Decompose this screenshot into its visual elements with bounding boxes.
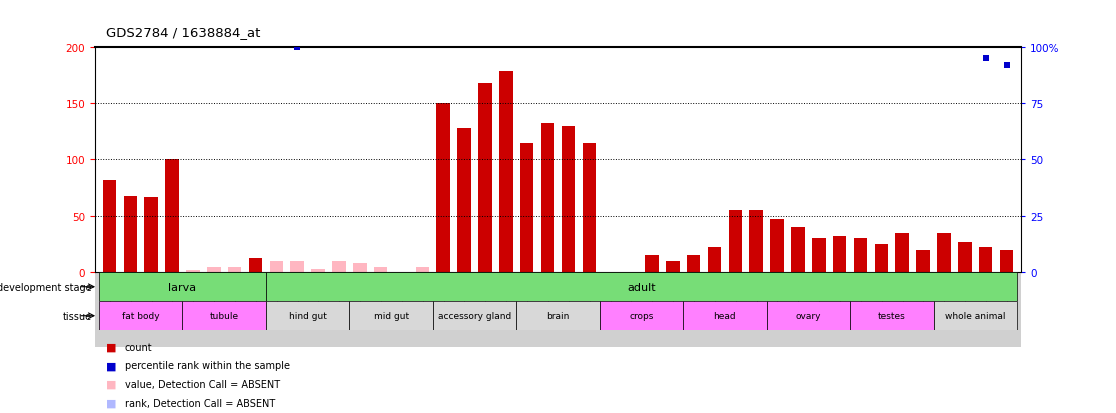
Text: percentile rank within the sample: percentile rank within the sample — [125, 361, 290, 370]
Bar — [750, 211, 763, 273]
Bar — [266, 273, 1017, 301]
Bar — [311, 269, 325, 273]
Bar — [1000, 250, 1013, 273]
Bar — [228, 267, 241, 273]
Bar — [186, 271, 200, 273]
Text: tubule: tubule — [210, 311, 239, 320]
Text: fat body: fat body — [122, 311, 160, 320]
Point — [330, 33, 348, 40]
Text: adult: adult — [627, 282, 656, 292]
Bar — [937, 233, 951, 273]
Bar — [686, 256, 701, 273]
Bar — [645, 256, 658, 273]
Bar — [124, 196, 137, 273]
Bar — [266, 301, 349, 330]
Point — [935, 33, 953, 40]
Text: development stage: development stage — [0, 282, 92, 292]
Bar — [349, 301, 433, 330]
Bar — [517, 301, 599, 330]
Text: ■: ■ — [106, 361, 116, 370]
Bar — [708, 248, 721, 273]
Bar — [770, 220, 783, 273]
Text: whole animal: whole animal — [945, 311, 1006, 320]
Bar — [415, 267, 430, 273]
Text: tissue: tissue — [62, 311, 92, 321]
Bar — [478, 83, 492, 273]
Bar — [353, 263, 366, 273]
Bar — [850, 301, 933, 330]
Text: ■: ■ — [106, 379, 116, 389]
Bar — [249, 258, 262, 273]
Text: head: head — [713, 311, 737, 320]
Bar — [144, 197, 158, 273]
Bar — [791, 228, 805, 273]
Bar — [812, 239, 826, 273]
Bar — [183, 301, 266, 330]
Point — [893, 0, 911, 6]
Text: rank, Detection Call = ABSENT: rank, Detection Call = ABSENT — [125, 398, 276, 408]
Bar — [165, 160, 179, 273]
Point — [873, 0, 891, 1]
Point — [998, 62, 1016, 69]
Point — [602, 17, 619, 24]
Bar — [979, 248, 992, 273]
Text: accessory gland: accessory gland — [437, 311, 511, 320]
Bar — [854, 239, 867, 273]
Point — [622, 10, 639, 17]
Point — [643, 15, 661, 21]
Bar — [875, 244, 888, 273]
Point — [288, 44, 306, 51]
Bar — [433, 301, 517, 330]
Bar — [916, 250, 930, 273]
Text: ovary: ovary — [796, 311, 821, 320]
Bar — [270, 261, 283, 273]
Text: crops: crops — [629, 311, 654, 320]
Text: hind gut: hind gut — [289, 311, 327, 320]
Bar — [767, 301, 850, 330]
Text: ■: ■ — [106, 342, 116, 352]
Point — [914, 40, 932, 46]
Point — [956, 0, 974, 6]
Bar — [458, 128, 471, 273]
Bar — [374, 267, 387, 273]
Point — [976, 55, 994, 62]
Bar — [933, 301, 1017, 330]
Point — [664, 0, 682, 6]
Bar — [583, 143, 596, 273]
Bar — [958, 242, 972, 273]
Text: GDS2784 / 1638884_at: GDS2784 / 1638884_at — [106, 26, 260, 39]
Text: value, Detection Call = ABSENT: value, Detection Call = ABSENT — [125, 379, 280, 389]
Point — [705, 21, 723, 28]
Text: testes: testes — [878, 311, 906, 320]
Bar — [290, 261, 304, 273]
Point — [685, 26, 703, 33]
Bar — [561, 126, 575, 273]
Text: larva: larva — [169, 282, 196, 292]
Bar — [499, 72, 512, 273]
Bar — [895, 233, 910, 273]
Point — [247, 26, 264, 33]
Bar — [520, 143, 533, 273]
Bar — [99, 273, 266, 301]
Text: ■: ■ — [106, 398, 116, 408]
Bar — [541, 124, 555, 273]
Text: count: count — [125, 342, 153, 352]
Bar — [436, 104, 450, 273]
Bar — [103, 180, 116, 273]
Bar — [683, 301, 767, 330]
Bar — [666, 261, 680, 273]
Bar — [599, 301, 683, 330]
Bar — [833, 237, 846, 273]
Bar — [99, 301, 183, 330]
Bar — [206, 267, 221, 273]
Bar — [729, 211, 742, 273]
Text: mid gut: mid gut — [374, 311, 408, 320]
Text: brain: brain — [547, 311, 569, 320]
Bar — [333, 261, 346, 273]
